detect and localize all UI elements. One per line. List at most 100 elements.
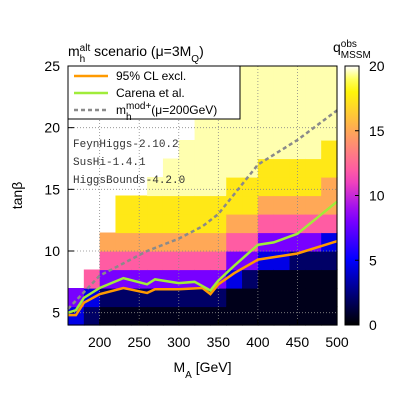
heat-cell xyxy=(242,232,259,252)
y-tick-label: 10 xyxy=(44,243,60,259)
heat-cell xyxy=(289,84,306,104)
x-axis-label-part: [GeV] xyxy=(192,359,232,375)
heat-cell xyxy=(242,269,259,289)
x-tick-label: 450 xyxy=(286,334,310,350)
heat-cell xyxy=(321,103,338,123)
heat-cell xyxy=(257,232,275,252)
heat-cell xyxy=(162,232,180,252)
heat-cell xyxy=(162,288,180,308)
heat-cell xyxy=(305,84,322,104)
heat-cell xyxy=(305,251,322,271)
heat-cell xyxy=(115,288,132,308)
heat-cell xyxy=(226,214,243,234)
heat-cell xyxy=(147,288,164,308)
heat-cell xyxy=(273,84,291,104)
heat-cell xyxy=(289,251,306,271)
heat-cell xyxy=(257,140,275,160)
heat-cell xyxy=(162,177,180,197)
heat-cell xyxy=(257,84,275,104)
legend-label: 95% CL excl. xyxy=(116,69,186,83)
heat-cell xyxy=(289,103,306,123)
series-line xyxy=(68,239,338,317)
legend-label: mhmod+(μ=200GeV) xyxy=(116,101,217,123)
heat-cell xyxy=(257,288,275,308)
annotation: HiggsBounds-4.2.0 xyxy=(73,175,185,187)
legend-label: Carena et al. xyxy=(116,86,185,100)
heat-cell xyxy=(242,214,259,234)
heat-cell xyxy=(305,103,322,123)
heat-cell xyxy=(305,158,322,178)
heat-cell xyxy=(242,84,259,104)
heat-cell xyxy=(257,177,275,197)
heat-cell xyxy=(273,177,291,197)
legend-label-part: Carena et al. xyxy=(116,86,185,100)
heat-cell xyxy=(210,140,227,160)
heat-cell xyxy=(226,306,243,326)
chart-title-part: ) xyxy=(199,43,204,59)
heat-cell xyxy=(226,195,243,215)
heat-cell xyxy=(273,103,291,123)
y-tick-label: 20 xyxy=(44,120,60,136)
heat-cell xyxy=(210,251,227,271)
colorbar-tick-label: 20 xyxy=(369,58,385,74)
heat-cell xyxy=(273,158,291,178)
heat-cell xyxy=(321,251,338,271)
colorbar-tick-label: 10 xyxy=(369,188,385,204)
heat-cell xyxy=(289,121,306,141)
heat-cell xyxy=(289,140,306,160)
heat-cell xyxy=(273,66,291,86)
chart-title-part: alt xyxy=(80,43,91,54)
colorbar-label-part: q xyxy=(333,39,341,55)
heat-cell xyxy=(115,195,132,215)
chart-title-part: scenario (μ=3M xyxy=(90,43,191,59)
legend-label-part: mod+ xyxy=(126,101,151,112)
heat-cell xyxy=(273,140,291,160)
heat-cell xyxy=(257,121,275,141)
y-tick-label: 25 xyxy=(44,58,60,74)
annotation: SusHi-1.4.1 xyxy=(73,157,146,169)
heat-cell xyxy=(305,269,322,289)
heat-cell xyxy=(257,269,275,289)
series-line xyxy=(67,200,338,314)
heat-cell xyxy=(210,232,227,252)
heat-cell xyxy=(226,158,243,178)
heat-cell xyxy=(305,288,322,308)
heat-cell xyxy=(131,195,148,215)
heat-cell xyxy=(257,306,275,326)
heat-cell xyxy=(226,232,243,252)
heat-cell xyxy=(321,288,338,308)
heat-cell xyxy=(321,177,338,197)
legend-label-part: h xyxy=(126,112,132,123)
heat-cell xyxy=(321,269,338,289)
colorbar-label: qobs MSSM xyxy=(333,39,371,61)
heat-cell xyxy=(178,195,196,215)
y-tick-label: 15 xyxy=(44,181,60,197)
heat-cell xyxy=(194,306,212,326)
heat-cell xyxy=(147,306,164,326)
x-axis-label-part: A xyxy=(185,370,192,381)
heat-cell xyxy=(289,214,306,234)
heat-cell xyxy=(147,195,164,215)
heat-cell xyxy=(273,121,291,141)
heat-cell xyxy=(210,214,227,234)
heat-cell xyxy=(273,214,291,234)
heat-cell xyxy=(194,158,212,178)
heat-cell xyxy=(162,306,180,326)
chart-title: mhalt scenario (μ=3MQ) xyxy=(68,43,204,65)
x-tick-label: 300 xyxy=(167,334,191,350)
y-tick-label: 5 xyxy=(52,305,60,321)
heat-cell xyxy=(162,269,180,289)
heat-cell xyxy=(194,195,212,215)
heat-cell xyxy=(226,251,243,271)
heat-cell xyxy=(194,177,212,197)
heat-cell xyxy=(210,306,227,326)
heat-cell xyxy=(178,177,196,197)
heat-cell xyxy=(321,66,338,86)
heat-cell xyxy=(273,195,291,215)
heat-cell xyxy=(178,214,196,234)
x-tick-label: 400 xyxy=(246,334,270,350)
heat-cell xyxy=(99,306,117,326)
heat-cell xyxy=(131,306,148,326)
heat-cell xyxy=(321,306,338,326)
heat-cell xyxy=(321,232,338,252)
